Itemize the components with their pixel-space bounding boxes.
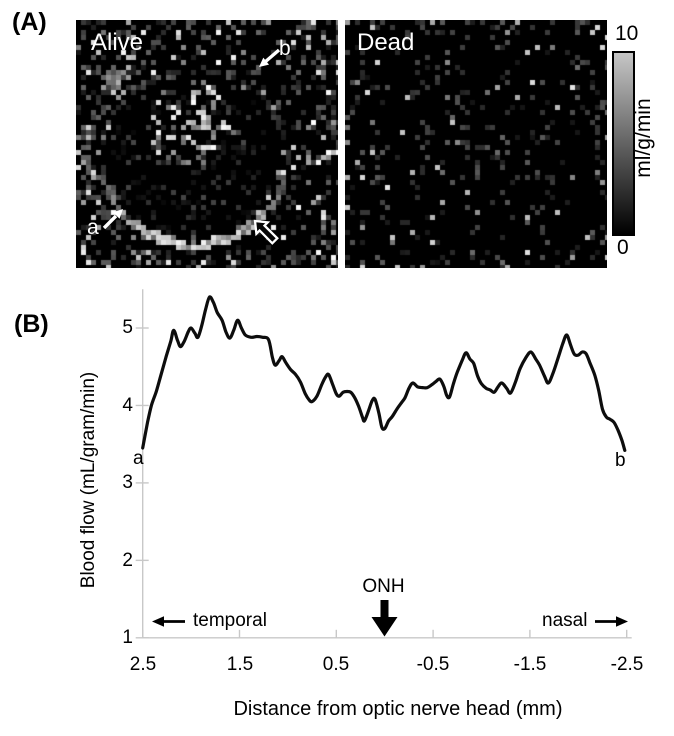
chart-axes (135, 289, 632, 639)
blood-flow-chart (135, 289, 632, 639)
colorbar (612, 51, 635, 236)
dead-flow-map-image (345, 20, 607, 268)
x-tick-label-2_5: 2.5 (129, 654, 157, 675)
y-tick-label-5: 5 (122, 317, 133, 338)
y-tick-label-4: 4 (122, 395, 133, 416)
x-axis-title: Distance from optic nerve head (mm) (233, 698, 563, 720)
colorbar-unit-label: ml/g/min (632, 98, 655, 178)
alive-flow-map: Alive b a (76, 20, 338, 268)
alive-title: Alive (91, 29, 144, 56)
curve-start-marker: a (133, 448, 144, 469)
x-tick-label--0_5: -0.5 (416, 654, 450, 675)
y-tick-label-3: 3 (122, 472, 133, 493)
temporal-label: temporal (193, 610, 267, 631)
onh-arrow-icon (371, 600, 398, 637)
nasal-label: nasal (542, 610, 588, 631)
blood-flow-curve (141, 295, 627, 452)
alive-flow-map-image (76, 20, 338, 268)
alive-open-arrow-icon (253, 219, 279, 245)
curve-end-marker: b (615, 450, 626, 471)
alive-arrow-b-icon (259, 48, 281, 67)
onh-label: ONH (362, 576, 405, 597)
temporal-annotation: temporal (152, 610, 267, 632)
panel-b-label: (B) (14, 310, 49, 338)
dead-title: Dead (357, 29, 415, 56)
alive-arrow-a-icon (102, 209, 123, 230)
x-tick-label--1_5: -1.5 (513, 654, 547, 675)
x-tick-label-0_5: 0.5 (322, 654, 350, 675)
nasal-arrow-icon (595, 615, 629, 627)
alive-marker-a: a (87, 216, 99, 239)
y-tick-label-2: 2 (122, 550, 133, 571)
dead-flow-map: Dead (345, 20, 607, 268)
colorbar-max-label: 10 (615, 22, 639, 45)
panel-a-label: (A) (12, 8, 47, 36)
nasal-annotation: nasal (542, 610, 629, 632)
alive-marker-b: b (279, 37, 291, 60)
temporal-arrow-icon (152, 615, 185, 627)
x-tick-label-1_5: 1.5 (226, 654, 254, 675)
x-tick-label--2_5: -2.5 (610, 654, 644, 675)
colorbar-min-label: 0 (617, 236, 629, 259)
y-tick-label-1: 1 (122, 627, 133, 648)
